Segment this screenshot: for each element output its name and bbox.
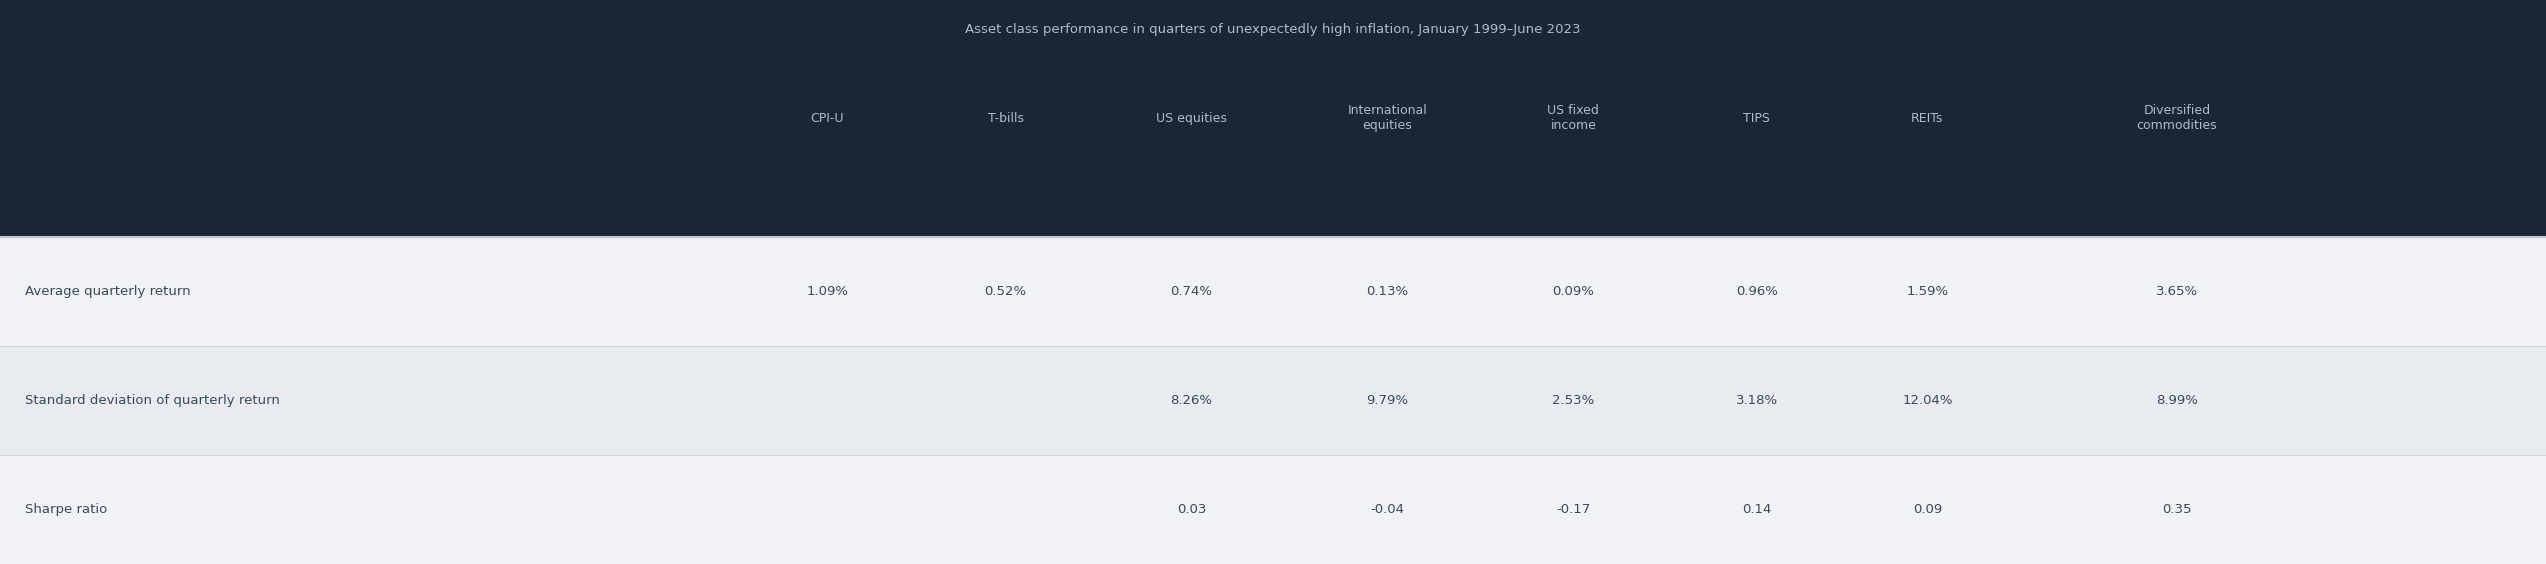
Text: T-bills: T-bills xyxy=(988,112,1023,125)
Bar xyxy=(0,455,2546,564)
Text: 2.53%: 2.53% xyxy=(1553,394,1594,407)
Bar xyxy=(0,237,2546,346)
Text: 1.59%: 1.59% xyxy=(1907,285,1948,298)
Text: CPI-U: CPI-U xyxy=(810,112,845,125)
Text: REITs: REITs xyxy=(1912,112,1943,125)
Text: 1.09%: 1.09% xyxy=(807,285,848,298)
Text: 0.13%: 0.13% xyxy=(1367,285,1408,298)
Text: 0.74%: 0.74% xyxy=(1171,285,1212,298)
Text: Standard deviation of quarterly return: Standard deviation of quarterly return xyxy=(25,394,280,407)
Text: -0.17: -0.17 xyxy=(1556,503,1591,516)
Text: 0.14: 0.14 xyxy=(1741,503,1772,516)
Text: 0.96%: 0.96% xyxy=(1736,285,1777,298)
Text: Sharpe ratio: Sharpe ratio xyxy=(25,503,107,516)
Text: 9.79%: 9.79% xyxy=(1367,394,1408,407)
Text: -0.04: -0.04 xyxy=(1370,503,1405,516)
Text: Average quarterly return: Average quarterly return xyxy=(25,285,191,298)
Text: 8.26%: 8.26% xyxy=(1171,394,1212,407)
Text: International
equities: International equities xyxy=(1347,104,1428,133)
Text: US fixed
income: US fixed income xyxy=(1548,104,1599,133)
Text: 0.35: 0.35 xyxy=(2162,503,2192,516)
Text: 3.18%: 3.18% xyxy=(1736,394,1777,407)
Text: Diversified
commodities: Diversified commodities xyxy=(2136,104,2218,133)
Text: US equities: US equities xyxy=(1156,112,1227,125)
Text: Asset class performance in quarters of unexpectedly high inflation, January 1999: Asset class performance in quarters of u… xyxy=(965,23,1581,36)
Text: TIPS: TIPS xyxy=(1744,112,1769,125)
Text: 0.09: 0.09 xyxy=(1912,503,1943,516)
Text: 0.52%: 0.52% xyxy=(985,285,1026,298)
Text: 0.03: 0.03 xyxy=(1176,503,1207,516)
Text: 12.04%: 12.04% xyxy=(1902,394,1953,407)
Text: 0.09%: 0.09% xyxy=(1553,285,1594,298)
Text: 3.65%: 3.65% xyxy=(2156,285,2197,298)
Text: 8.99%: 8.99% xyxy=(2156,394,2197,407)
Bar xyxy=(0,237,2546,564)
Bar xyxy=(0,346,2546,455)
